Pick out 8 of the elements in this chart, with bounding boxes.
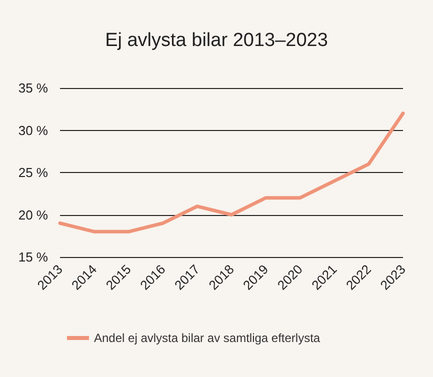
y-tick-label: 30 % bbox=[18, 122, 48, 138]
y-tick-label: 25 % bbox=[18, 165, 48, 180]
y-tick-label: 15 % bbox=[18, 250, 48, 264]
y-tick-label: 35 % bbox=[18, 80, 48, 96]
y-tick-label: 20 % bbox=[18, 207, 48, 222]
chart-title: Ej avlysta bilar 2013–2023 bbox=[105, 30, 328, 51]
legend-label: Andel ej avlysta bilar av samtliga efterlysta bbox=[94, 331, 320, 345]
line-series bbox=[58, 112, 405, 234]
